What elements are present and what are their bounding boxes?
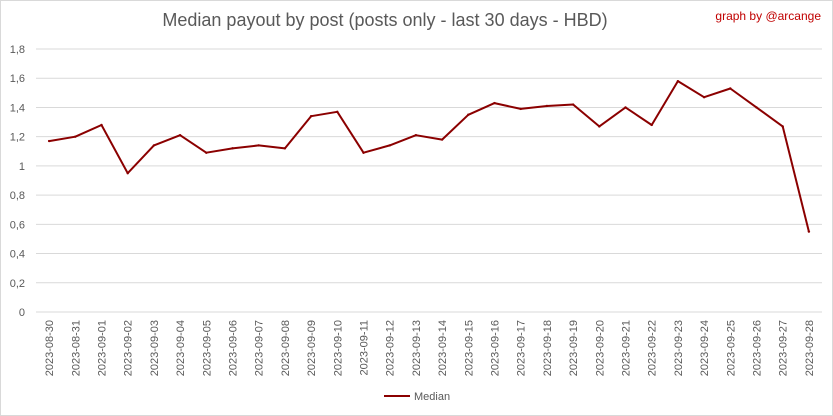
data-point <box>729 87 732 90</box>
data-point <box>440 138 444 141</box>
x-tick-label: 2023-09-09 <box>306 320 318 376</box>
data-point <box>545 104 549 108</box>
x-tick-label: 2023-09-28 <box>804 320 816 376</box>
y-tick-label: 0,6 <box>10 219 25 231</box>
chart-title: Median payout by post (posts only - last… <box>162 10 608 30</box>
data-point <box>257 144 260 147</box>
x-tick-label: 2023-09-27 <box>778 320 790 376</box>
y-tick-label: 0,2 <box>10 278 25 290</box>
data-point <box>676 79 680 83</box>
data-point <box>519 107 522 111</box>
x-tick-label: 2023-09-02 <box>123 320 135 376</box>
x-tick-label: 2023-09-20 <box>594 320 606 376</box>
x-tick-label: 2023-09-15 <box>463 320 475 376</box>
x-tick-label: 2023-09-03 <box>149 320 161 376</box>
y-tick-label: 0,8 <box>10 190 25 202</box>
y-tick-label: 0 <box>19 307 25 319</box>
x-tick-label: 2023-09-14 <box>437 320 449 376</box>
data-point <box>467 113 470 116</box>
legend: Median <box>384 391 450 403</box>
data-point <box>414 134 418 137</box>
x-tick-label: 2023-09-04 <box>175 320 187 376</box>
gridlines <box>36 48 822 313</box>
x-tick-label: 2023-09-24 <box>699 320 711 376</box>
x-tick-label: 2023-09-18 <box>542 320 554 376</box>
x-axis-ticks: 2023-08-30 2023-08-31 2023-09-01 2023-09-02… <box>44 320 816 376</box>
data-point <box>493 101 496 105</box>
x-tick-label: 2023-09-25 <box>725 320 737 376</box>
chart-credit: graph by @arcange <box>715 9 821 23</box>
y-tick-label: 1 <box>19 161 25 173</box>
data-point <box>807 230 811 233</box>
data-point <box>336 110 339 114</box>
y-tick-label: 1,4 <box>10 102 25 114</box>
y-tick-label: 1,2 <box>10 132 25 144</box>
x-tick-label: 2023-09-13 <box>411 320 423 376</box>
x-tick-label: 2023-09-12 <box>385 320 397 376</box>
data-point <box>309 115 313 118</box>
data-point <box>47 139 51 143</box>
y-tick-label: 0,4 <box>10 249 25 261</box>
x-tick-label: 2023-09-17 <box>516 320 528 376</box>
x-tick-label: 2023-09-05 <box>201 320 213 376</box>
data-point <box>781 125 784 128</box>
data-point <box>624 106 627 109</box>
data-point <box>702 96 706 99</box>
data-point <box>598 125 601 128</box>
x-tick-label: 2023-09-08 <box>280 320 292 376</box>
legend-label: Median <box>414 391 450 403</box>
data-point <box>388 144 391 147</box>
data-point <box>283 147 287 150</box>
y-tick-label: 1,6 <box>10 73 25 85</box>
data-point <box>100 123 103 127</box>
x-tick-label: 2023-09-11 <box>359 320 371 375</box>
data-point <box>571 103 575 106</box>
x-tick-label: 2023-09-26 <box>752 320 764 376</box>
x-tick-label: 2023-09-22 <box>647 320 659 376</box>
x-tick-label: 2023-09-23 <box>673 320 685 376</box>
data-point <box>650 123 653 127</box>
data-point <box>74 135 77 138</box>
x-tick-label: 2023-09-19 <box>568 320 580 376</box>
x-tick-label: 2023-09-07 <box>254 320 266 376</box>
series-line-median <box>48 80 810 232</box>
data-point <box>178 134 182 137</box>
x-tick-label: 2023-08-31 <box>70 320 82 376</box>
y-axis-ticks: 0 0,2 0,4 0,6 0,8 1 1,2 1,4 1,6 1,8 <box>10 44 25 319</box>
data-point <box>205 151 208 154</box>
y-tick-label: 1,8 <box>10 44 25 56</box>
x-tick-label: 2023-09-21 <box>621 320 633 376</box>
data-point <box>152 144 156 147</box>
data-point <box>755 106 758 109</box>
x-tick-label: 2023-08-30 <box>44 320 56 376</box>
data-point <box>362 151 365 154</box>
x-tick-label: 2023-09-06 <box>228 320 240 376</box>
series-group <box>47 79 811 233</box>
data-point <box>231 147 234 150</box>
data-point <box>126 171 129 175</box>
x-tick-label: 2023-09-01 <box>97 320 109 376</box>
x-tick-label: 2023-09-16 <box>490 320 502 376</box>
x-tick-label: 2023-09-10 <box>332 320 344 376</box>
